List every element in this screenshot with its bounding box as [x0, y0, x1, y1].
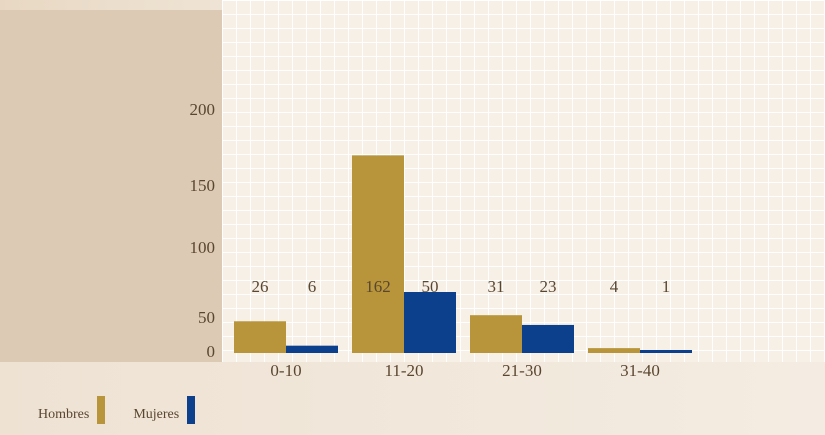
data-label: 1	[662, 277, 671, 296]
legend-label: Hombres	[38, 407, 90, 422]
y-tick-label: 150	[190, 176, 216, 195]
data-label: 162	[365, 277, 391, 296]
legend-item: Hombres	[38, 396, 106, 424]
y-tick-label: 50	[198, 308, 215, 327]
legend-strip	[0, 362, 825, 435]
bar-mujeres	[286, 345, 338, 353]
bar-hombres	[234, 321, 286, 353]
bar-hombres	[588, 348, 640, 353]
legend-swatch	[97, 396, 106, 424]
data-label: 6	[308, 277, 317, 296]
data-label: 23	[540, 277, 557, 296]
legend-swatch	[187, 396, 196, 424]
legend: Hombres Mujeres	[38, 394, 223, 424]
y-tick-label: 0	[207, 342, 216, 361]
bar-hombres	[470, 315, 522, 353]
y-tick-label: 200	[190, 100, 216, 119]
y-tick-label: 100	[190, 238, 216, 257]
data-label: 50	[422, 277, 439, 296]
bar-hombres	[352, 155, 404, 353]
bar-mujeres	[404, 292, 456, 353]
x-category-label: 0-10	[270, 361, 301, 380]
data-label: 31	[488, 277, 505, 296]
left-panel	[0, 10, 222, 362]
data-label: 26	[252, 277, 269, 296]
legend-item: Mujeres	[133, 396, 196, 424]
bar-mujeres	[640, 350, 692, 353]
bar-mujeres	[522, 324, 574, 353]
legend-label: Mujeres	[133, 407, 180, 422]
grid-background	[222, 0, 825, 362]
x-category-label: 11-20	[384, 361, 423, 380]
x-category-label: 21-30	[502, 361, 542, 380]
x-category-label: 31-40	[620, 361, 660, 380]
data-label: 4	[610, 277, 619, 296]
